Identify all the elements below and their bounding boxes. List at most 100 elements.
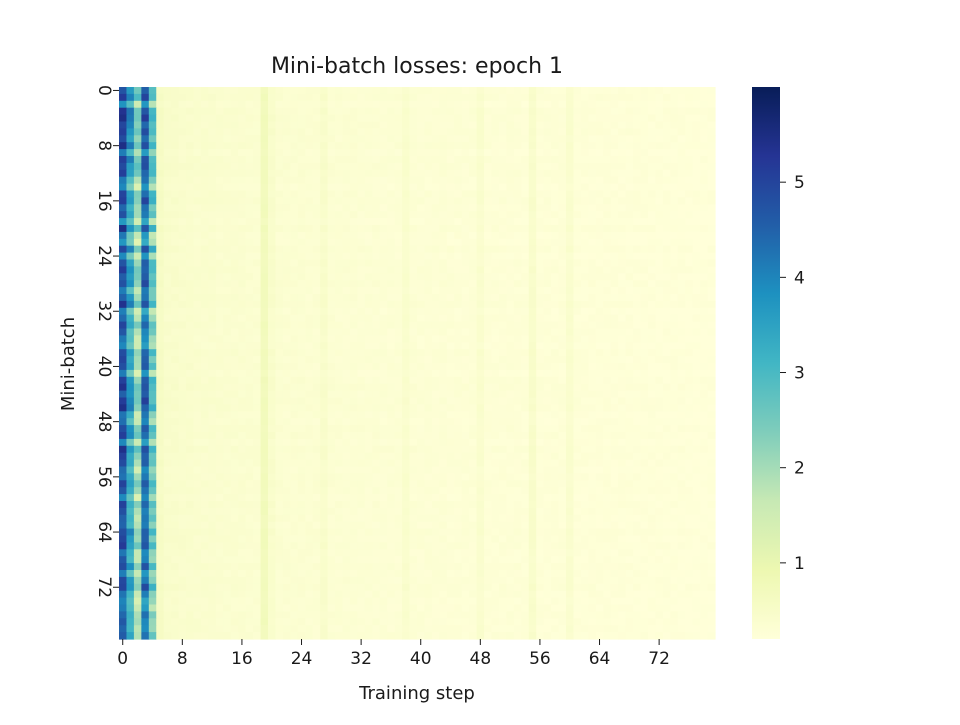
heatmap-cell bbox=[245, 204, 254, 212]
heatmap-cell bbox=[647, 335, 656, 343]
heatmap-cell bbox=[223, 487, 232, 495]
heatmap-cell bbox=[536, 211, 545, 219]
heatmap-cell bbox=[372, 514, 381, 523]
heatmap-cell bbox=[610, 494, 619, 502]
heatmap-cell bbox=[469, 390, 478, 399]
heatmap-cell bbox=[536, 218, 545, 226]
heatmap-cell bbox=[156, 211, 165, 219]
heatmap-cell bbox=[431, 128, 440, 136]
heatmap-cell bbox=[588, 162, 597, 171]
heatmap-cell bbox=[670, 266, 679, 274]
heatmap-cell bbox=[528, 438, 537, 447]
heatmap-cell bbox=[372, 183, 381, 192]
heatmap-cell bbox=[454, 404, 463, 412]
heatmap-cell bbox=[610, 218, 619, 226]
heatmap-cell bbox=[379, 342, 388, 350]
heatmap-cell bbox=[543, 369, 552, 378]
heatmap-cell bbox=[208, 93, 217, 102]
heatmap-cell bbox=[193, 149, 202, 157]
heatmap-cell bbox=[603, 287, 612, 295]
heatmap-cell bbox=[588, 273, 597, 281]
heatmap-cell bbox=[379, 418, 388, 426]
heatmap-cell bbox=[491, 245, 500, 254]
heatmap-cell bbox=[372, 438, 381, 447]
heatmap-cell bbox=[238, 273, 247, 281]
heatmap-cell bbox=[707, 225, 716, 233]
heatmap-cell bbox=[454, 487, 463, 495]
heatmap-cell bbox=[513, 466, 522, 474]
heatmap-cell bbox=[536, 156, 545, 164]
heatmap-cell bbox=[238, 156, 247, 164]
heatmap-cell bbox=[171, 328, 180, 336]
heatmap-cell bbox=[528, 100, 537, 109]
heatmap-cell bbox=[200, 452, 209, 461]
heatmap-cell bbox=[409, 335, 418, 343]
heatmap-cell bbox=[454, 266, 463, 274]
heatmap-cell bbox=[156, 176, 165, 185]
heatmap-cell bbox=[647, 231, 656, 240]
heatmap-cell bbox=[707, 273, 716, 281]
heatmap-cell bbox=[379, 473, 388, 481]
heatmap-cell bbox=[439, 418, 448, 426]
heatmap-cell bbox=[417, 369, 426, 378]
heatmap-cell bbox=[275, 149, 284, 157]
heatmap-cell bbox=[163, 176, 172, 185]
heatmap-cell bbox=[282, 363, 291, 371]
heatmap-cell bbox=[223, 176, 232, 185]
heatmap-cell bbox=[171, 438, 180, 447]
heatmap-cell bbox=[528, 459, 537, 468]
heatmap-cell bbox=[439, 363, 448, 371]
heatmap-cell bbox=[171, 452, 180, 461]
heatmap-cell bbox=[357, 87, 366, 95]
heatmap-cell bbox=[364, 287, 373, 295]
heatmap-cell bbox=[133, 107, 142, 116]
heatmap-cell bbox=[655, 211, 664, 219]
heatmap-cell bbox=[677, 87, 686, 95]
heatmap-cell bbox=[335, 169, 344, 178]
heatmap-cell bbox=[469, 349, 478, 357]
heatmap-cell bbox=[253, 314, 262, 323]
heatmap-cell bbox=[320, 266, 329, 274]
heatmap-cell bbox=[245, 445, 254, 454]
heatmap-cell bbox=[364, 321, 373, 330]
heatmap-cell bbox=[215, 466, 224, 474]
heatmap-cell bbox=[297, 107, 306, 116]
heatmap-cell bbox=[364, 107, 373, 116]
heatmap-cell bbox=[297, 438, 306, 447]
heatmap-cell bbox=[312, 445, 321, 454]
heatmap-cell bbox=[349, 197, 358, 205]
heatmap-cell bbox=[573, 266, 582, 274]
heatmap-cell bbox=[357, 162, 366, 171]
heatmap-cell bbox=[580, 480, 589, 488]
heatmap-cell bbox=[238, 287, 247, 295]
heatmap-cell bbox=[141, 294, 150, 302]
heatmap-cell bbox=[215, 376, 224, 385]
heatmap-cell bbox=[469, 280, 478, 288]
heatmap-cell bbox=[454, 128, 463, 136]
heatmap-cell bbox=[282, 404, 291, 412]
heatmap-cell bbox=[625, 162, 634, 171]
heatmap-cell bbox=[662, 466, 671, 474]
heatmap-cell bbox=[655, 328, 664, 336]
heatmap-cell bbox=[342, 142, 351, 150]
heatmap-cell bbox=[655, 438, 664, 447]
heatmap-cell bbox=[163, 356, 172, 364]
heatmap-cell bbox=[677, 211, 686, 219]
heatmap-cell bbox=[461, 418, 470, 426]
heatmap-cell bbox=[670, 335, 679, 343]
heatmap-cell bbox=[230, 411, 239, 419]
heatmap-cell bbox=[275, 328, 284, 336]
heatmap-cell bbox=[573, 190, 582, 198]
heatmap-cell bbox=[677, 480, 686, 488]
heatmap-cell bbox=[200, 514, 209, 523]
heatmap-cell bbox=[543, 404, 552, 412]
heatmap-cell bbox=[566, 93, 575, 102]
heatmap-cell bbox=[238, 473, 247, 481]
heatmap-cell bbox=[394, 280, 403, 288]
heatmap-cell bbox=[297, 93, 306, 102]
heatmap-cell bbox=[178, 169, 187, 178]
heatmap-cell bbox=[268, 273, 277, 281]
heatmap-cell bbox=[193, 335, 202, 343]
heatmap-cell bbox=[141, 314, 150, 323]
heatmap-cell bbox=[387, 349, 396, 357]
